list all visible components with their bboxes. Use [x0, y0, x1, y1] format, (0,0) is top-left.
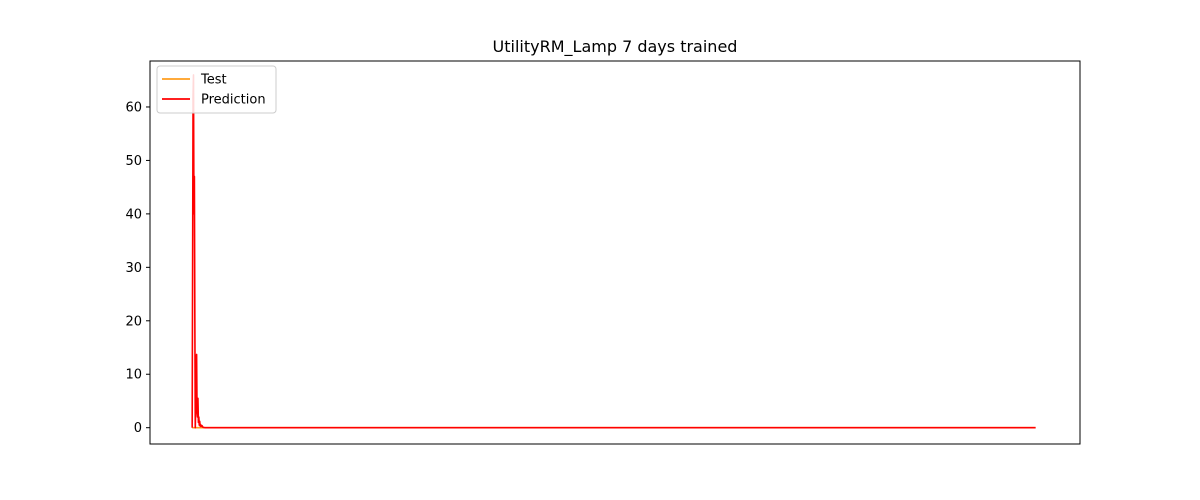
- legend-box: [156, 65, 277, 114]
- legend-label-test: Test: [200, 73, 227, 88]
- y-tick-label-10: 10: [125, 368, 142, 383]
- y-tick-label-20: 20: [125, 314, 142, 329]
- legend: Test Prediction: [156, 65, 277, 114]
- legend-label-prediction: Prediction: [201, 93, 266, 108]
- y-tick-label-60: 60: [125, 100, 142, 115]
- y-tick-label-40: 40: [125, 207, 142, 222]
- series-line-prediction: [191, 74, 1036, 429]
- chart-title: UtilityRM_Lamp 7 days trained: [493, 37, 738, 57]
- y-tick-label-0: 0: [134, 421, 142, 436]
- plot-frame: [149, 60, 1081, 445]
- y-tick-label-30: 30: [125, 261, 142, 276]
- y-tick-label-50: 50: [125, 154, 142, 169]
- plot-layer: [191, 74, 1036, 429]
- axes-layer: 0 10 20 30 40 50 60: [125, 60, 1081, 445]
